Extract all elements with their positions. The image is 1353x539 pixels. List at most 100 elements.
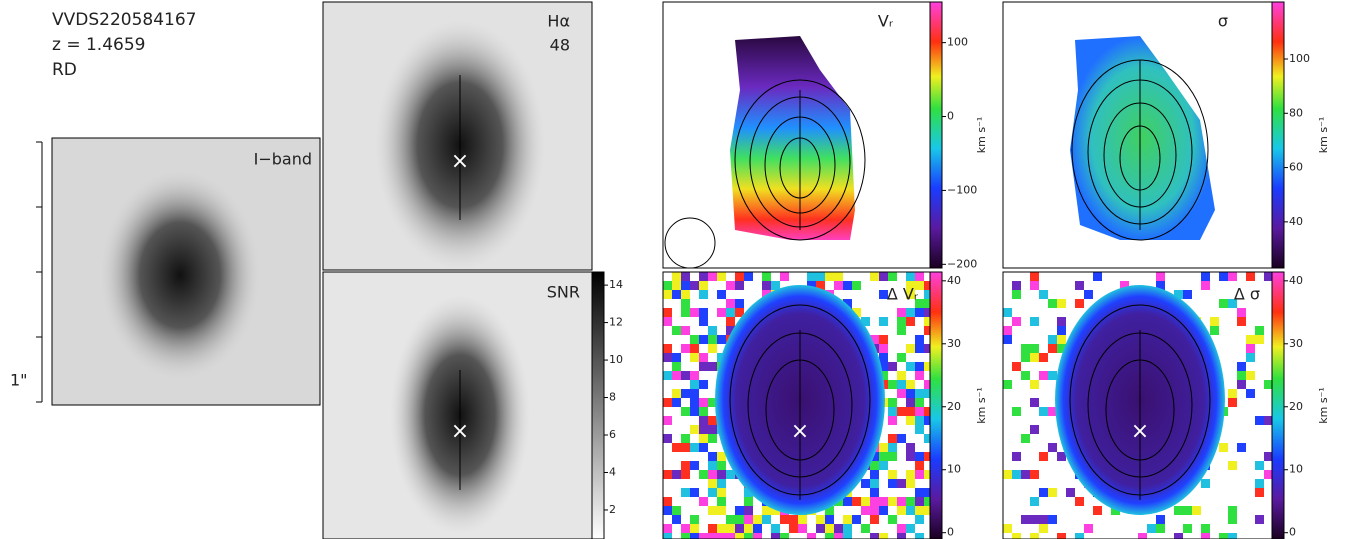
pixel (708, 272, 717, 281)
pixel (708, 434, 717, 443)
colorbar-tick-label: 100 (947, 36, 968, 49)
colorbar-tick-label: −200 (947, 257, 977, 270)
pixel (1003, 308, 1012, 317)
pixel (681, 362, 690, 371)
pixel (861, 488, 870, 497)
pixel (852, 533, 861, 539)
pixel (897, 470, 906, 479)
pixel (672, 326, 681, 335)
pixel (1057, 335, 1066, 344)
galaxy (100, 170, 260, 380)
pixel (672, 515, 681, 524)
pixel (906, 416, 915, 425)
pixel (1228, 398, 1237, 407)
pixel (681, 506, 690, 515)
pixel (699, 272, 708, 281)
pixel (672, 281, 681, 290)
pixel (816, 524, 825, 533)
pixel (906, 524, 915, 533)
pixel (753, 533, 762, 539)
pixel (888, 425, 897, 434)
pixel (897, 506, 906, 515)
pixel (1237, 443, 1246, 452)
pixel (1246, 344, 1255, 353)
pixel (690, 371, 699, 380)
pixel (1093, 506, 1102, 515)
pixel (672, 506, 681, 515)
pixel (699, 443, 708, 452)
pixel (681, 479, 690, 488)
pixel (906, 470, 915, 479)
pixel (726, 299, 735, 308)
pixel (681, 533, 690, 539)
pixel (663, 290, 672, 299)
pixel (1237, 353, 1246, 362)
pixel (726, 479, 735, 488)
pixel (870, 497, 879, 506)
pixel (897, 488, 906, 497)
pixel (906, 317, 915, 326)
pixel (861, 533, 870, 539)
pixel (1030, 317, 1039, 326)
pixel (690, 281, 699, 290)
pixel (1039, 290, 1048, 299)
pixel (717, 326, 726, 335)
pixel (879, 497, 888, 506)
pixel (663, 317, 672, 326)
pixel (699, 425, 708, 434)
pixel (1030, 281, 1039, 290)
pixel (1228, 389, 1237, 398)
pixel (816, 533, 825, 539)
pixel (789, 272, 798, 281)
pixel (771, 272, 780, 281)
pixel (681, 470, 690, 479)
pixel (708, 335, 717, 344)
pixel (690, 389, 699, 398)
pixel (1210, 317, 1219, 326)
pixel (915, 272, 924, 281)
pixel (744, 281, 753, 290)
pixel (888, 416, 897, 425)
pixel (780, 515, 789, 524)
pixel (1138, 524, 1147, 533)
pixel (1075, 506, 1084, 515)
pixel (906, 443, 915, 452)
panel-label: SNR (547, 283, 580, 302)
pixel (681, 461, 690, 470)
pixel (690, 407, 699, 416)
pixel (1246, 371, 1255, 380)
pixel (1012, 533, 1021, 539)
pixel (906, 335, 915, 344)
pixel (1156, 515, 1165, 524)
pixel (915, 461, 924, 470)
pixel (870, 506, 879, 515)
pixel (879, 353, 888, 362)
pixel (708, 326, 717, 335)
pixel (690, 524, 699, 533)
pixel (915, 416, 924, 425)
pixel (1165, 524, 1174, 533)
pixel (708, 353, 717, 362)
pixel (690, 326, 699, 335)
colorbar-units: km s⁻¹ (1317, 117, 1330, 154)
pixel (672, 290, 681, 299)
pixel (717, 533, 726, 539)
pixel (1003, 380, 1012, 389)
pixel (897, 389, 906, 398)
pixel (672, 452, 681, 461)
pixel (780, 533, 789, 539)
pixel (915, 515, 924, 524)
pixel (690, 470, 699, 479)
pixel (717, 290, 726, 299)
pixel (1246, 362, 1255, 371)
pixel (663, 533, 672, 539)
pixel (690, 353, 699, 362)
pixel (735, 281, 744, 290)
pixel (870, 479, 879, 488)
pixel (1075, 281, 1084, 290)
pixel (1255, 416, 1264, 425)
colorbar-tick-label: 10 (1289, 463, 1303, 476)
pixel (798, 524, 807, 533)
pixel (699, 326, 708, 335)
pixel (834, 533, 843, 539)
